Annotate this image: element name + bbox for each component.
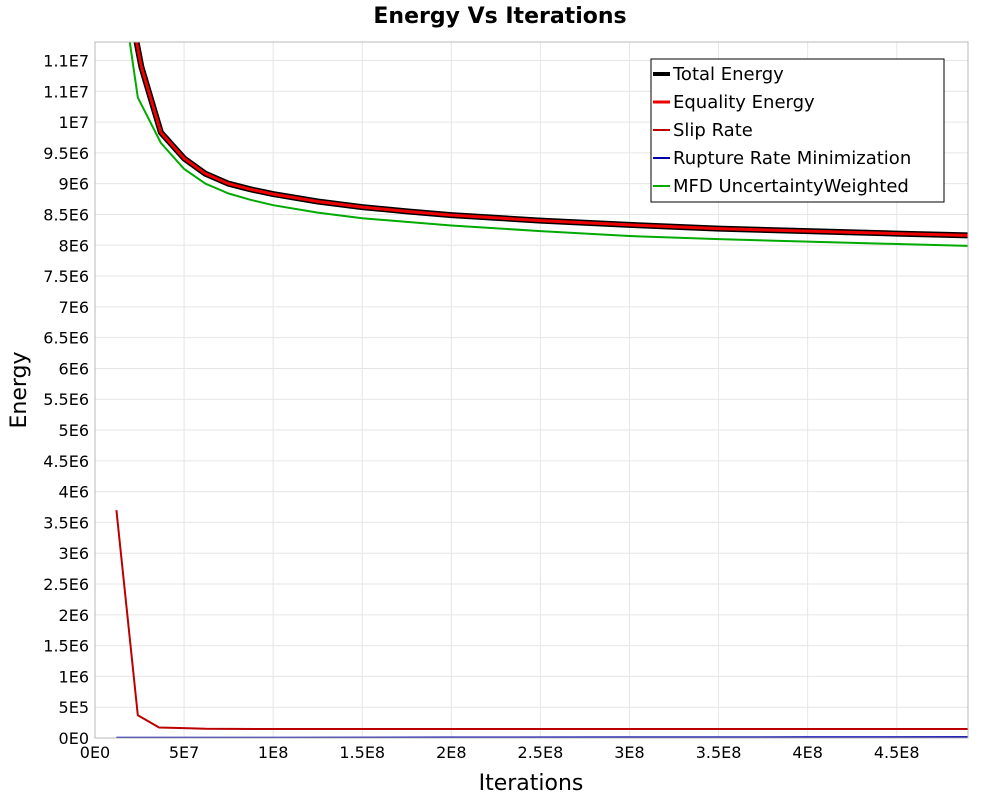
- y-tick-label: 9E6: [59, 175, 89, 194]
- legend: Total Energy Equality Energy Slip Rate Rupt…: [650, 58, 945, 203]
- chart-title: Energy Vs Iterations: [373, 4, 626, 29]
- legend-box: [650, 58, 945, 203]
- legend-label-total-energy: Total Energy: [672, 64, 784, 85]
- x-tick-label: 0E0: [80, 743, 110, 762]
- legend-label-equality-energy: Equality Energy: [673, 92, 815, 113]
- y-tick-label: 7E6: [59, 298, 89, 317]
- x-tick-label: 2E8: [436, 743, 466, 762]
- y-tick-label: 1.5E6: [43, 637, 89, 656]
- y-tick-label: 2.5E6: [43, 575, 89, 594]
- y-tick-label: 3.5E6: [43, 513, 89, 532]
- x-tick-label: 3E8: [614, 743, 644, 762]
- x-tick-label: 1E8: [258, 743, 288, 762]
- x-tick-label: 5E7: [169, 743, 199, 762]
- y-tick-label: 1.1E7: [43, 51, 89, 70]
- series-line-equality-energy: [135, 42, 968, 237]
- y-tick-label: 8E6: [59, 236, 89, 255]
- x-tick-label: 2.5E8: [518, 743, 564, 762]
- y-tick-label: 2E6: [59, 606, 89, 625]
- y-tick-label: 3E6: [59, 544, 89, 563]
- y-tick-label: 0E0: [59, 729, 89, 748]
- x-tick-labels: 0E0 5E7 1E8 1.5E8 2E8 2.5E8 3E8 3.5E8 4E8 4.5E8: [80, 743, 920, 762]
- y-tick-label: 1.1E7: [43, 82, 89, 101]
- x-tick-label: 1.5E8: [339, 743, 385, 762]
- y-tick-label: 1E6: [59, 667, 89, 686]
- x-tick-label: 4E8: [792, 743, 822, 762]
- series-line-mfd-uncertaintyweighted: [128, 42, 968, 247]
- x-tick-label: 4.5E8: [874, 743, 920, 762]
- y-axis-label: Energy: [7, 351, 32, 428]
- y-tick-label: 8.5E6: [43, 205, 89, 224]
- legend-label-slip-rate: Slip Rate: [673, 120, 753, 141]
- y-tick-label: 4E6: [59, 483, 89, 502]
- y-tick-label: 5.5E6: [43, 390, 89, 409]
- y-tick-label: 4.5E6: [43, 452, 89, 471]
- series-line-slip-rate: [115, 509, 968, 730]
- y-tick-label: 5E5: [59, 698, 89, 717]
- x-tick-label: 3.5E8: [696, 743, 742, 762]
- y-tick-label: 6E6: [59, 359, 89, 378]
- y-tick-label: 1E7: [59, 113, 89, 132]
- legend-label-mfd-uncertaintyweighted: MFD UncertaintyWeighted: [673, 176, 909, 197]
- y-tick-label: 5E6: [59, 421, 89, 440]
- plot-frame: [94, 41, 969, 739]
- y-tick-label: 7.5E6: [43, 267, 89, 286]
- y-tick-label: 9.5E6: [43, 144, 89, 163]
- y-tick-labels: 0E0 5E5 1E6 1.5E6 2E6 2.5E6 3E6 3.5E6 4E6 4.5E6 5E…: [43, 51, 89, 748]
- legend-label-rupture-rate-minimization: Rupture Rate Minimization: [673, 148, 911, 169]
- y-tick-label: 6.5E6: [43, 329, 89, 348]
- x-axis-label: Iterations: [479, 771, 584, 796]
